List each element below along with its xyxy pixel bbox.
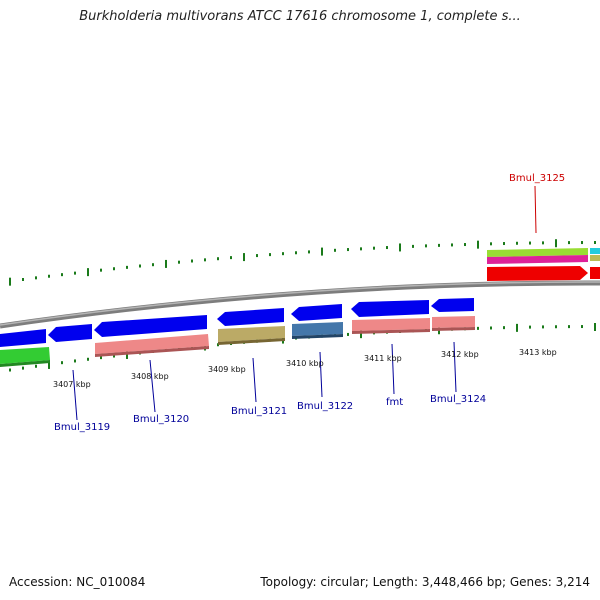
feature-bar[interactable] (487, 255, 588, 264)
gene-label-fmt[interactable]: fmt (386, 397, 403, 408)
cds-arrow[interactable] (487, 266, 588, 281)
gene-label-bmul-3122[interactable]: Bmul_3122 (297, 401, 353, 412)
position-label: 3412 kbp (441, 350, 479, 359)
feature-bar[interactable] (352, 329, 430, 334)
feature-track-upper (487, 248, 600, 281)
position-label: 3410 kbp (286, 359, 324, 368)
cds-arrow[interactable] (217, 308, 284, 326)
map-title: Burkholderia multivorans ATCC 17616 chro… (79, 9, 521, 24)
feature-bar[interactable] (432, 316, 475, 328)
feature-bar[interactable] (590, 248, 600, 254)
feature-track-lower (0, 316, 475, 367)
outer-tick-ring (9, 239, 596, 286)
position-label: 3411 kbp (364, 354, 402, 363)
gene-label-bmul-3120[interactable]: Bmul_3120 (133, 414, 189, 425)
accession-text: Accession: NC_010084 (9, 575, 146, 589)
feature-bar[interactable] (590, 255, 600, 261)
cds-arrow[interactable] (94, 315, 207, 337)
gene-label-bmul-3121[interactable]: Bmul_3121 (231, 406, 287, 417)
feature-bar[interactable] (292, 322, 343, 336)
topology-summary: Topology: circular; Length: 3,448,466 bp… (260, 575, 590, 589)
feature-bar[interactable] (95, 334, 209, 354)
cds-arrow[interactable] (351, 300, 429, 317)
chromosome-backbone (0, 280, 600, 329)
feature-bar[interactable] (218, 326, 285, 342)
position-label: 3413 kbp (519, 348, 557, 357)
gene-label-bmul-3124[interactable]: Bmul_3124 (430, 394, 486, 405)
cds-arrow[interactable] (590, 267, 600, 279)
feature-bar[interactable] (292, 334, 343, 339)
cds-arrow[interactable] (48, 324, 92, 342)
position-label: 3409 kbp (208, 365, 246, 374)
cds-arrow[interactable] (0, 329, 46, 347)
feature-bar[interactable] (432, 327, 475, 331)
cds-arrow[interactable] (291, 304, 342, 321)
gene-leader-lines (72, 185, 537, 421)
feature-bar[interactable] (0, 347, 50, 364)
gene-label-bmul-3125[interactable]: Bmul_3125 (509, 173, 565, 184)
cds-arrow[interactable] (431, 298, 474, 312)
chromosome-backbone-highlight (0, 281, 600, 326)
position-label: 3407 kbp (53, 380, 91, 389)
position-label: 3408 kbp (131, 372, 169, 381)
feature-bar[interactable] (0, 360, 50, 367)
feature-bar[interactable] (218, 338, 285, 345)
gene-label-bmul-3119[interactable]: Bmul_3119 (54, 422, 110, 433)
feature-bar[interactable] (487, 248, 588, 257)
feature-bar[interactable] (352, 318, 430, 331)
feature-bar[interactable] (95, 346, 209, 357)
cds-track-reverse (0, 298, 474, 347)
